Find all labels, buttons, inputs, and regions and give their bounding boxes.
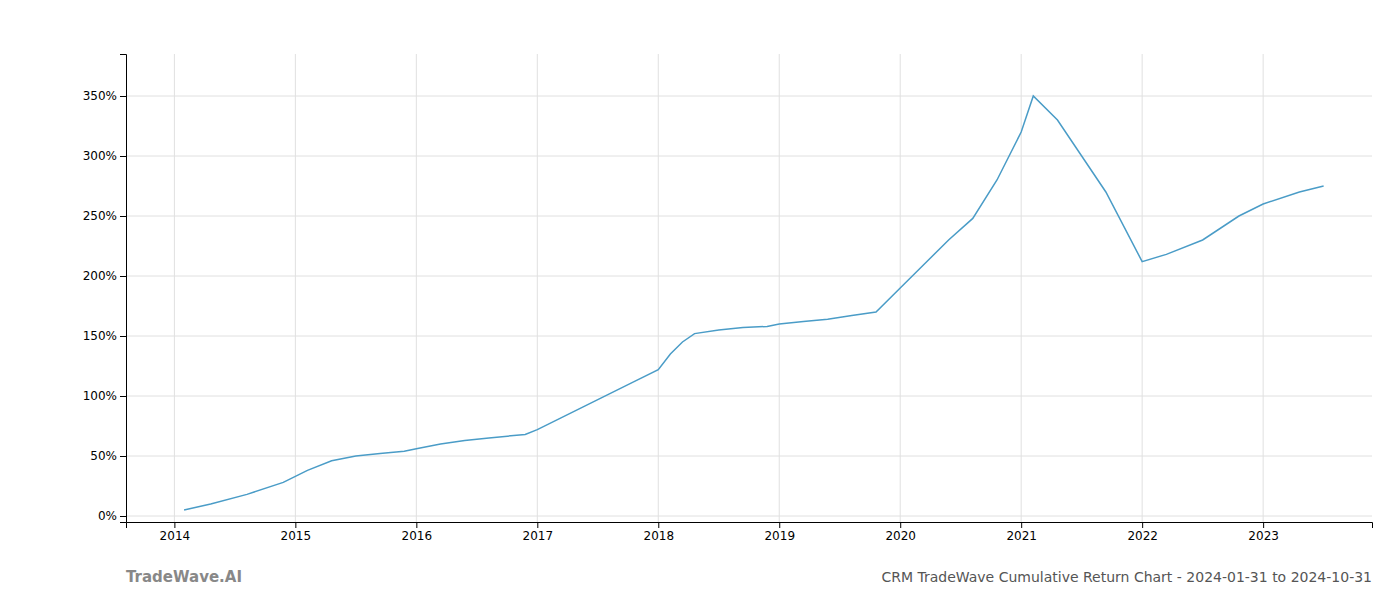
tick-label: 2017 xyxy=(523,529,554,543)
tick-mark xyxy=(295,522,296,528)
tick-label: 2022 xyxy=(1127,529,1158,543)
plot-area: 2014 2015 2016 2017 2018 2019 2020 2021 2022 2023… xyxy=(83,54,1373,543)
tick: 2016 xyxy=(402,522,433,543)
grid-line xyxy=(1021,54,1022,522)
tick: 2021 xyxy=(1006,522,1037,543)
tick-mark xyxy=(120,276,126,277)
grid-line xyxy=(537,54,538,522)
tick-label: 2018 xyxy=(643,529,674,543)
grid-line xyxy=(1263,54,1264,522)
tick: 2014 xyxy=(160,522,191,543)
grid-line xyxy=(295,54,296,522)
grid-line xyxy=(779,54,780,522)
tick-label: 50% xyxy=(90,449,117,463)
tick: 300% xyxy=(83,149,126,163)
axis-line xyxy=(127,523,1373,529)
grid-line xyxy=(126,156,1372,157)
grid-line xyxy=(658,54,659,522)
tick-label: 0% xyxy=(98,509,117,523)
tick: 2023 xyxy=(1248,522,1279,543)
tick-mark xyxy=(537,522,538,528)
tick: 350% xyxy=(83,89,126,103)
tick-mark xyxy=(120,96,126,97)
axis-line xyxy=(120,55,127,523)
tick-label: 350% xyxy=(83,89,117,103)
x-axis: 2014 2015 2016 2017 2018 2019 2020 2021 2022 2023 xyxy=(127,522,1373,543)
tick: 100% xyxy=(83,389,126,403)
tick-label: 2021 xyxy=(1006,529,1037,543)
tick: 2019 xyxy=(764,522,795,543)
tick-mark xyxy=(120,396,126,397)
tick: 2022 xyxy=(1127,522,1158,543)
tick-label: 2016 xyxy=(402,529,433,543)
tick-mark xyxy=(120,336,126,337)
tick-label: 2020 xyxy=(885,529,916,543)
tick-mark xyxy=(120,156,126,157)
tick: 2018 xyxy=(643,522,674,543)
tick-label: 2019 xyxy=(764,529,795,543)
line xyxy=(184,96,1324,510)
tick-label: 250% xyxy=(83,209,117,223)
tick-mark xyxy=(1263,522,1264,528)
tick-label: 2023 xyxy=(1248,529,1279,543)
y-axis: 0% 50% 100% 150% 200% 250% 300% 350% xyxy=(83,55,127,524)
tick: 200% xyxy=(83,269,126,283)
tick: 250% xyxy=(83,209,126,223)
tick-mark xyxy=(658,522,659,528)
tick: 2020 xyxy=(885,522,916,543)
grid-line xyxy=(126,276,1372,277)
tick-label: 2015 xyxy=(281,529,312,543)
title: CRM TradeWave Cumulative Return Chart - … xyxy=(881,569,1372,585)
grid-line xyxy=(174,54,175,522)
tick-mark xyxy=(120,516,126,517)
grid-line xyxy=(416,54,417,522)
tick-mark xyxy=(1142,522,1143,528)
grid xyxy=(126,54,1372,522)
tick-mark xyxy=(120,456,126,457)
tick: 0% xyxy=(98,509,126,523)
tick-label: 150% xyxy=(83,329,117,343)
grid-line xyxy=(126,336,1372,337)
tick-mark xyxy=(779,522,780,528)
watermark: TradeWave.AI xyxy=(126,568,242,586)
chart: 2014 2015 2016 2017 2018 2019 2020 2021 2022 2023… xyxy=(0,0,1400,600)
tick-label: 200% xyxy=(83,269,117,283)
tick-mark xyxy=(900,522,901,528)
tick-label: 100% xyxy=(83,389,117,403)
grid-line xyxy=(126,216,1372,217)
grid-line xyxy=(126,456,1372,457)
tick-label: 300% xyxy=(83,149,117,163)
grid-line xyxy=(1142,54,1143,522)
series xyxy=(184,96,1324,510)
grid-line xyxy=(126,516,1372,517)
tick-mark xyxy=(1021,522,1022,528)
tick-mark xyxy=(174,522,175,528)
tick: 2015 xyxy=(281,522,312,543)
grid-line xyxy=(126,396,1372,397)
tick: 150% xyxy=(83,329,126,343)
grid-line xyxy=(126,96,1372,97)
tick-mark xyxy=(416,522,417,528)
tick-mark xyxy=(120,216,126,217)
tick: 50% xyxy=(90,449,126,463)
tick-label: 2014 xyxy=(160,529,191,543)
tick: 2017 xyxy=(523,522,554,543)
